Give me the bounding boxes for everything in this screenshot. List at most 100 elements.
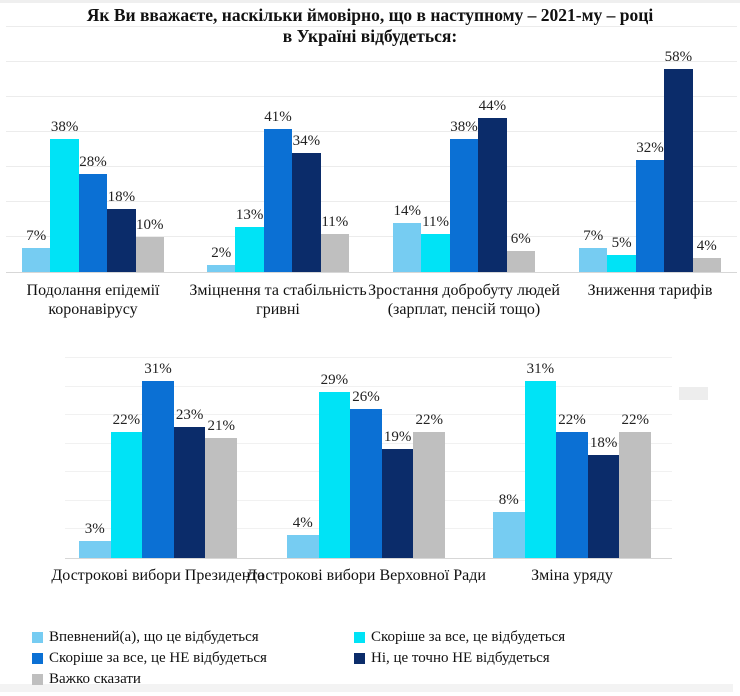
legend-item: Скоріше за все, це відбудеться [354,627,565,648]
value-label: 21% [207,418,235,435]
bar-series-3 [664,69,693,272]
legend-swatch-icon [354,632,365,643]
gridline [6,201,737,202]
legend-item: Скоріше за все, це НЕ відбудеться [32,648,267,669]
legend-swatch-icon [32,674,43,685]
top-edge-strip [0,0,740,3]
value-label: 31% [526,360,555,377]
bar-series-1 [421,233,450,272]
value-label: 22% [558,412,586,429]
gridline [6,61,737,62]
category-label: Зростання добробуту людей (зарплат, пенс… [368,282,560,318]
category-label: Зниження тарифів [587,282,713,299]
bar-series-0 [207,265,236,272]
value-label: 18% [589,435,618,452]
legend-label: Ні, це точно НЕ відбудеться [371,650,550,666]
value-label: 11% [422,213,450,230]
bar-series-4 [205,438,237,558]
value-label: 7% [26,227,47,244]
bar-series-1 [318,392,351,558]
bar-series-4 [619,432,651,558]
bar-series-1 [607,254,636,272]
legend-label: Скоріше за все, це відбудеться [371,629,566,645]
gridline [6,236,737,237]
bar-series-4 [692,258,721,272]
bar-series-0 [493,512,525,558]
gridline [65,357,672,359]
bar-series-1 [235,226,264,272]
bar-series-3 [292,153,321,272]
value-label: 13% [235,206,264,223]
gridline [6,131,737,132]
value-label: 44% [478,98,507,114]
bar-series-3 [173,426,206,558]
bar-series-3 [381,449,414,558]
value-label: 5% [611,234,632,251]
bar-series-0 [579,247,608,272]
bar-series-2 [142,380,174,558]
bottom-chart-plot-area: 3% 22% 31% 23% 21% 4% 29% 26% 19% 22% 8% 31% 22% 18% 2… [65,357,672,559]
value-label: 19% [383,429,412,446]
legend-item: Важко сказати [32,669,267,690]
legend-swatch-icon [32,653,43,664]
value-label: 26% [352,389,380,406]
bar-series-1 [110,432,143,558]
legend-column: Впевнений(а), що це відбудеться Скоріше з… [32,627,267,690]
value-label: 6% [510,231,531,247]
bar-series-2 [263,128,293,272]
legend-column: Скоріше за все, це відбудеться Ні, це точ… [354,627,565,669]
bar-series-3 [478,118,507,272]
bar-series-4 [135,237,164,272]
legend-swatch-icon [32,632,43,643]
value-label: 22% [415,412,443,429]
gridline [6,96,737,97]
chart-title: Як Ви вважаєте, наскільки ймовірно, що в… [0,5,740,47]
value-label: 22% [112,412,141,429]
category-label: Дострокові вибори Президента [51,567,265,584]
bar-series-2 [78,174,108,272]
value-label: 28% [79,154,107,170]
value-label: 23% [175,406,204,423]
value-label: 29% [320,372,349,389]
gridline [6,166,737,167]
value-label: 8% [498,492,519,509]
bar-series-1 [524,380,557,558]
legend-item: Ні, це точно НЕ відбудеться [354,648,565,669]
value-label: 41% [264,108,292,125]
bar-series-0 [22,247,51,272]
value-label: 3% [84,520,105,537]
category-label: Подолання епідемії коронавірусу [26,282,160,318]
value-label: 38% [50,119,79,135]
chart-title-line1: Як Ви вважаєте, наскільки ймовірно, що в… [86,5,654,25]
value-label: 31% [144,360,172,377]
value-label: 4% [696,238,717,254]
bar-series-4 [506,251,535,272]
category-label: Зміна уряду [531,567,613,584]
bar-series-2 [635,160,665,272]
value-label: 18% [107,189,136,205]
value-label: 11% [321,213,349,230]
value-label: 22% [621,412,649,429]
category-label: Дострокові вибори Верховної Ради [246,567,486,584]
legend-item: Впевнений(а), що це відбудеться [32,627,267,648]
bar-series-2 [350,409,382,558]
legend-swatch-icon [354,653,365,664]
top-chart-plot-area: 7% 38% 28% 18% 10% 2% 13% 41% 34% 11% 14% 11% 38% 44%… [6,26,737,273]
bar-series-3 [587,455,620,558]
bar-series-4 [320,233,349,272]
legend-label: Скоріше за все, це НЕ відбудеться [49,650,267,666]
bar-series-0 [287,535,319,558]
value-label: 34% [292,133,321,149]
value-label: 38% [450,119,478,135]
gray-smudge-artifact [679,387,708,400]
gridline [65,385,672,387]
value-label: 32% [636,140,664,156]
category-label: Зміцнення та стабільність гривні [189,282,367,318]
bar-series-2 [556,432,588,558]
bar-series-1 [50,139,79,272]
bottom-edge-strip [0,684,733,692]
bar-series-3 [107,209,136,272]
legend-label: Важко сказати [49,671,141,687]
bar-series-4 [413,432,445,558]
value-label: 7% [583,227,604,244]
